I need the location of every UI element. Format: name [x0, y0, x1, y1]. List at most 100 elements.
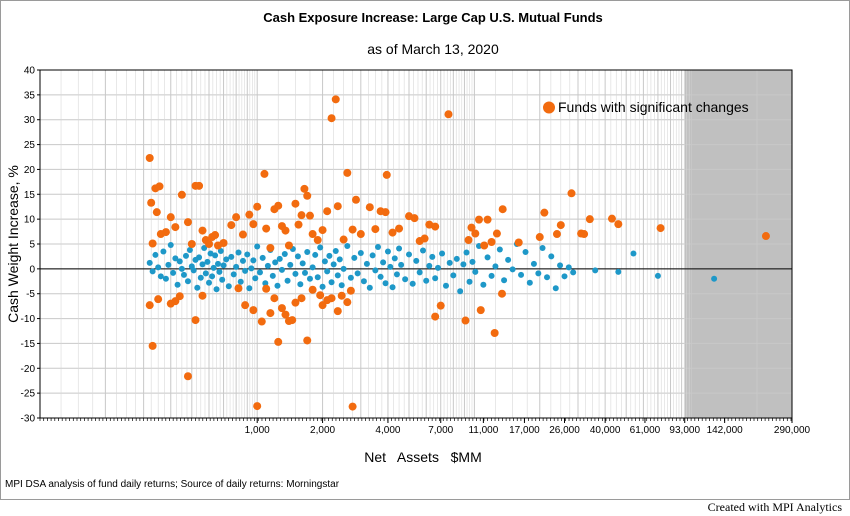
fund-point	[152, 251, 159, 258]
significant-fund-point	[323, 207, 332, 216]
y-tick-label: 0	[29, 264, 35, 275]
fund-point	[366, 284, 373, 291]
fund-point	[204, 258, 211, 265]
significant-fund-point	[305, 211, 314, 220]
plot-area: -30 -25 -20 -15 -10 -5 0 5 10 15 20 25 30 35 40 1,000 2,…	[21, 66, 811, 437]
significant-fund-point	[147, 198, 156, 207]
fund-point	[332, 247, 339, 254]
fund-point	[233, 263, 240, 270]
fund-point	[384, 248, 391, 255]
fund-point	[442, 282, 449, 289]
significant-fund-point	[198, 291, 207, 300]
fund-point	[202, 270, 209, 277]
fund-point	[306, 275, 313, 282]
fund-point	[256, 269, 263, 276]
fund-point	[230, 271, 237, 278]
fund-point	[309, 264, 316, 271]
y-tick-label: 20	[24, 165, 36, 176]
fund-point	[393, 271, 400, 278]
significant-fund-point	[145, 153, 154, 162]
x-tick-label: 2,000	[310, 425, 335, 436]
y-tick-label: -5	[26, 289, 35, 300]
fund-point	[264, 262, 271, 269]
fund-point	[246, 285, 253, 292]
fund-point	[363, 260, 370, 267]
fund-point	[201, 244, 208, 251]
fund-point	[219, 276, 226, 283]
x-tick-label: 17,000	[509, 425, 540, 436]
fund-point	[146, 259, 153, 266]
significant-fund-point	[300, 184, 309, 193]
fund-point	[389, 284, 396, 291]
significant-fund-point	[388, 228, 397, 237]
fund-point	[294, 253, 301, 260]
fund-point	[488, 272, 495, 279]
significant-fund-point	[205, 240, 214, 248]
significant-fund-point	[382, 170, 391, 179]
significant-fund-point	[346, 286, 355, 295]
fund-point	[539, 244, 546, 251]
fund-point	[377, 273, 384, 280]
significant-fund-point	[431, 312, 440, 321]
fund-point	[509, 266, 516, 273]
y-tick-label: -15	[21, 339, 36, 350]
fund-point	[457, 288, 464, 295]
fund-point	[165, 261, 172, 268]
fund-point	[484, 254, 491, 261]
significant-fund-point	[356, 230, 365, 239]
fund-point	[287, 261, 294, 268]
significant-fund-point	[607, 214, 616, 223]
significant-fund-point	[308, 230, 317, 239]
fund-point	[505, 256, 512, 263]
significant-fund-point	[177, 190, 186, 199]
significant-fund-point	[257, 317, 266, 326]
significant-fund-point	[145, 301, 154, 310]
legend-marker	[543, 101, 555, 114]
fund-point	[212, 252, 219, 259]
fund-point	[354, 270, 361, 277]
significant-fund-point	[327, 114, 336, 123]
significant-fund-point	[187, 240, 196, 248]
fund-point	[297, 281, 304, 288]
y-tick-label: 25	[24, 140, 36, 151]
significant-fund-point	[161, 228, 170, 237]
fund-point	[167, 241, 174, 248]
significant-fund-point	[480, 241, 489, 250]
fund-point	[326, 252, 333, 259]
significant-fund-point	[288, 316, 297, 325]
significant-fund-point	[498, 205, 507, 214]
significant-fund-point	[266, 243, 275, 252]
significant-fund-point	[274, 337, 283, 346]
fund-point	[435, 264, 442, 271]
x-tick-label: 1,000	[245, 425, 270, 436]
significant-fund-point	[487, 238, 496, 247]
fund-point	[592, 267, 599, 274]
fund-point	[262, 280, 269, 287]
significant-fund-point	[395, 224, 404, 233]
fund-point	[369, 252, 376, 259]
y-tick-label: -25	[21, 389, 36, 400]
significant-fund-point	[343, 168, 352, 177]
fund-point	[269, 272, 276, 279]
fund-point	[480, 281, 487, 288]
fund-point	[496, 246, 503, 253]
significant-fund-point	[761, 232, 770, 241]
significant-fund-point	[171, 223, 180, 232]
fund-point	[214, 260, 221, 267]
significant-fund-point	[339, 235, 348, 244]
significant-fund-point	[614, 220, 623, 229]
fund-point	[387, 263, 394, 270]
fund-point	[242, 267, 249, 274]
fund-point	[711, 275, 718, 282]
fund-point	[252, 275, 259, 282]
fund-point	[301, 269, 308, 276]
significant-fund-point	[297, 211, 306, 220]
fund-point	[176, 258, 183, 265]
significant-fund-point	[262, 224, 271, 233]
significant-fund-point	[483, 215, 492, 224]
significant-fund-point	[351, 195, 360, 204]
x-tick-label: 142,000	[707, 425, 744, 436]
significant-fund-point	[371, 225, 380, 234]
fund-point	[213, 286, 220, 293]
